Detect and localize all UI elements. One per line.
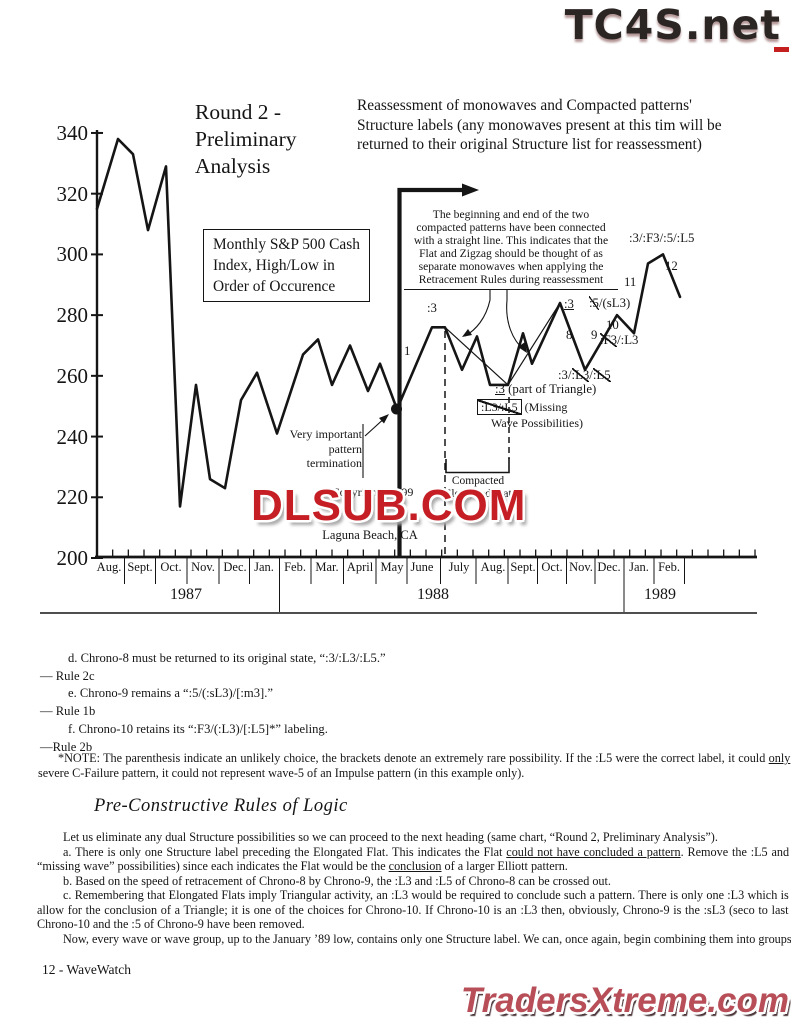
- month-label: Sept.: [127, 560, 153, 574]
- label-chrono-12: 12: [665, 259, 678, 273]
- leader-left-arrowhead-icon: [462, 329, 472, 337]
- y-axis-ticks: [91, 131, 103, 559]
- y-axis-label: 280: [56, 303, 89, 328]
- month-label: Jan.: [629, 560, 649, 574]
- label-chrono-9: 9: [591, 328, 598, 342]
- month-label: Aug.: [480, 560, 506, 574]
- month-label: Jan.: [254, 560, 274, 574]
- connector-line: [507, 302, 561, 386]
- paragraph-intro: Let us eliminate any dual Structure poss…: [63, 830, 718, 844]
- missing-wave-label: :L3/:L5 (Missing Wave Possibilities): [477, 399, 597, 430]
- month-label: Oct.: [541, 560, 563, 574]
- label-chrono-1: 1: [404, 344, 411, 358]
- label-part-of-triangle: :3 (part of Triangle): [495, 382, 597, 396]
- note-paragraph: *NOTE: The parenthesis indicate an unlik…: [38, 751, 791, 780]
- compacted-pattern-connector-lines: [444, 302, 561, 386]
- label-f3-l3: :F3/:L3: [600, 333, 639, 347]
- rules-list: d. Chrono-8 must be returned to its orig…: [40, 650, 750, 756]
- paragraph-a: a. There is only one Structure label pre…: [37, 844, 791, 874]
- rule-ref-1b: — Rule 1b: [40, 704, 96, 719]
- reassessment-divider-line: [397, 187, 462, 558]
- label-chrono-11: 11: [624, 275, 637, 289]
- y-axis-label: 260: [56, 363, 89, 388]
- month-label: Feb.: [284, 560, 306, 574]
- y-axis-label: 200: [56, 546, 89, 570]
- compacted-flat-label: Compacted Elongated Flat: [444, 475, 512, 500]
- body-paragraphs: Let us eliminate any dual Structure poss…: [37, 830, 791, 946]
- tc4s-watermark: TC4S.net: [564, 1, 781, 49]
- month-label: Mar.: [315, 560, 339, 574]
- month-label: Feb.: [658, 560, 680, 574]
- missing-wave-line2: Wave Possibilities): [490, 415, 584, 430]
- paragraph-b: b. Based on the speed of retracement of …: [63, 873, 611, 888]
- missing-wave-line1: :L3/:L5 (Missing: [477, 399, 597, 415]
- reassessment-note: Reassessment of monowaves and Compacted …: [357, 97, 722, 153]
- month-label: Oct.: [160, 560, 182, 574]
- connector-line: [444, 326, 509, 386]
- month-label: May: [380, 560, 404, 574]
- label-low-structures: :3/:L3/:L5: [558, 368, 611, 382]
- year-label: 1988: [417, 586, 449, 603]
- compacted-patterns-note: The beginning and end of the two compact…: [404, 208, 618, 290]
- dlsub-watermark: DLSUB.COM: [251, 481, 527, 530]
- tc4s-red-mark: [774, 47, 789, 52]
- copyright-fragment: Copyright © 199: [331, 485, 414, 499]
- label-structure-3-first: :3: [427, 301, 437, 315]
- paragraph-now: Now, every wave or wave group, up to the…: [63, 931, 791, 946]
- year-label: 1989: [644, 586, 676, 603]
- price-polyline: [95, 137, 682, 508]
- y-axis-label: 240: [56, 424, 89, 449]
- month-label: June: [410, 560, 434, 574]
- rule-ref-2b: —Rule 2b: [40, 739, 93, 754]
- leader-arrow-right: [506, 290, 526, 352]
- chart-heading: Round 2 - Preliminary Analysis: [195, 100, 297, 178]
- y-axis-label: 300: [56, 242, 89, 267]
- label-chrono-10: 10: [606, 318, 619, 332]
- label-structure-3-peak: :3: [564, 297, 574, 311]
- section-heading: Pre-Constructive Rules of Logic: [94, 796, 348, 816]
- rule-ref-2c: — Rule 2c: [40, 668, 95, 683]
- month-label: Aug.: [96, 560, 122, 574]
- month-label: July: [448, 560, 470, 574]
- month-label: April: [346, 560, 374, 574]
- vip-arrowhead-icon: [379, 414, 389, 424]
- paragraph-c: c. Remembering that Elongated Flats impl…: [37, 888, 791, 931]
- leader-right-arrowhead-icon: [518, 342, 527, 353]
- compacted-bracket: [445, 458, 510, 474]
- y-axis-label: 320: [56, 181, 89, 206]
- month-label: Dec.: [223, 560, 247, 574]
- y-axis-label: 220: [56, 485, 89, 510]
- month-separators: [124, 558, 685, 612]
- month-label: Sept.: [510, 560, 536, 574]
- chart-description-box: Monthly S&P 500 Cash Index, High/Low in …: [203, 229, 370, 302]
- month-label: Nov.: [569, 560, 593, 574]
- label-top-structures: :3/:F3/:5/:L5: [629, 231, 695, 245]
- leader-arrow-left: [464, 290, 491, 337]
- divider-arrowhead-icon: [462, 183, 479, 197]
- year-label: 1987: [170, 586, 202, 603]
- label-chrono-8: 8: [566, 328, 573, 342]
- rule-line-d: d. Chrono-8 must be returned to its orig…: [68, 651, 386, 665]
- y-axis-label: 340: [56, 120, 89, 145]
- rule-line-f: f. Chrono-10 retains its “:F3/(:L3)/[:L5…: [68, 721, 328, 736]
- very-important-label: Very important pattern termination: [289, 427, 362, 470]
- pattern-termination-dot: [391, 403, 402, 415]
- month-label: Dec.: [597, 560, 621, 574]
- label-sl3: :5/(sL3): [589, 296, 631, 310]
- laguna-beach-label: Laguna Beach, CA: [322, 528, 418, 542]
- rule-line-e: e. Chrono-9 remains a “:5/(:sL3)/[:m3].”: [68, 686, 273, 701]
- tradersxtreme-watermark: TradersXtreme.com: [460, 981, 789, 1020]
- x-axis-ticks: [96, 549, 756, 557]
- page-footer: 12 - WaveWatch: [42, 962, 132, 977]
- month-label: Nov.: [191, 560, 215, 574]
